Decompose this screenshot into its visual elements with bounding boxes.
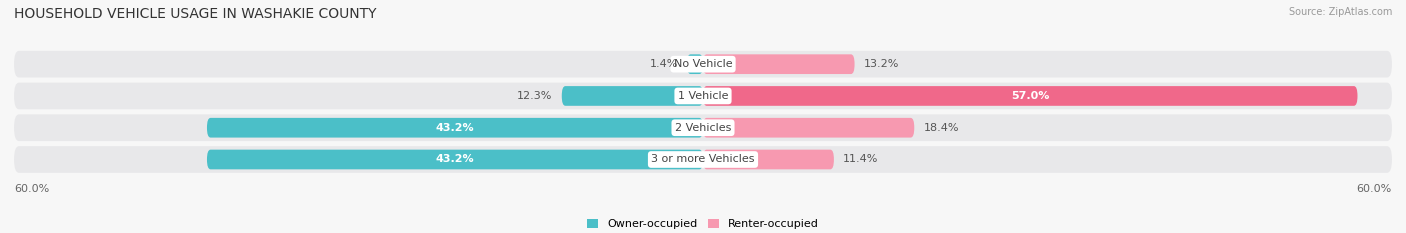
FancyBboxPatch shape — [688, 54, 703, 74]
Legend: Owner-occupied, Renter-occupied: Owner-occupied, Renter-occupied — [586, 219, 820, 229]
FancyBboxPatch shape — [562, 86, 703, 106]
Text: 12.3%: 12.3% — [517, 91, 553, 101]
Text: No Vehicle: No Vehicle — [673, 59, 733, 69]
Text: 13.2%: 13.2% — [863, 59, 898, 69]
FancyBboxPatch shape — [14, 83, 1392, 109]
FancyBboxPatch shape — [207, 118, 703, 137]
Text: 60.0%: 60.0% — [1357, 184, 1392, 194]
Text: 1 Vehicle: 1 Vehicle — [678, 91, 728, 101]
Text: 2 Vehicles: 2 Vehicles — [675, 123, 731, 133]
Text: 18.4%: 18.4% — [924, 123, 959, 133]
FancyBboxPatch shape — [14, 146, 1392, 173]
Text: 1.4%: 1.4% — [650, 59, 678, 69]
Text: 43.2%: 43.2% — [436, 123, 474, 133]
Text: Source: ZipAtlas.com: Source: ZipAtlas.com — [1288, 7, 1392, 17]
Text: 11.4%: 11.4% — [844, 154, 879, 164]
FancyBboxPatch shape — [703, 118, 914, 137]
Text: 43.2%: 43.2% — [436, 154, 474, 164]
FancyBboxPatch shape — [14, 51, 1392, 78]
FancyBboxPatch shape — [703, 86, 1358, 106]
Text: 57.0%: 57.0% — [1011, 91, 1049, 101]
FancyBboxPatch shape — [14, 114, 1392, 141]
FancyBboxPatch shape — [703, 54, 855, 74]
FancyBboxPatch shape — [207, 150, 703, 169]
FancyBboxPatch shape — [703, 150, 834, 169]
Text: HOUSEHOLD VEHICLE USAGE IN WASHAKIE COUNTY: HOUSEHOLD VEHICLE USAGE IN WASHAKIE COUN… — [14, 7, 377, 21]
Text: 3 or more Vehicles: 3 or more Vehicles — [651, 154, 755, 164]
Text: 60.0%: 60.0% — [14, 184, 49, 194]
